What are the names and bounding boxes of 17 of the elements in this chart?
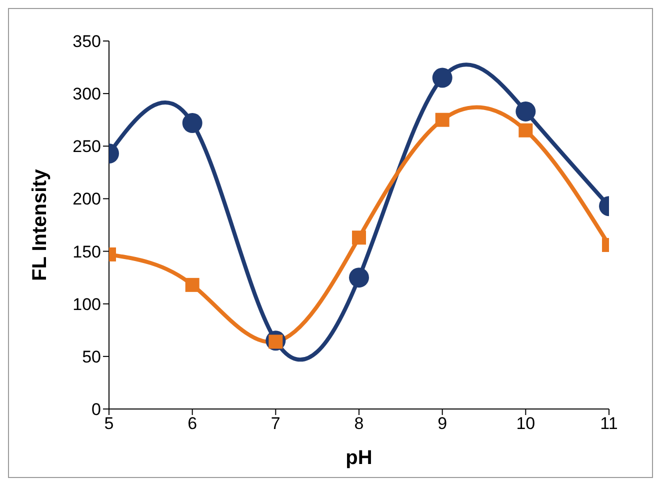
x-tick-label: 5 [104, 414, 114, 434]
y-tick-label: 100 [72, 294, 101, 314]
y-tick-label: 150 [72, 242, 101, 262]
x-axis-title: pH [346, 447, 372, 469]
y-tick-label: 300 [72, 84, 101, 104]
x-tick-label: 6 [188, 414, 198, 434]
x-tick-label: 7 [270, 414, 280, 434]
y-tick-label: 50 [82, 347, 101, 366]
x-tick-label: 9 [438, 414, 448, 434]
x-tick-label: 10 [516, 414, 536, 434]
y-axis-title: FL Intensity [29, 168, 52, 281]
y-tick-label: 250 [72, 137, 101, 156]
x-tick-label: 11 [600, 414, 618, 434]
y-tick-label: 350 [72, 32, 101, 52]
y-tick-label: 200 [72, 190, 101, 209]
y-tick-label: 0 [92, 400, 101, 420]
x-tick-label: 8 [354, 414, 364, 434]
